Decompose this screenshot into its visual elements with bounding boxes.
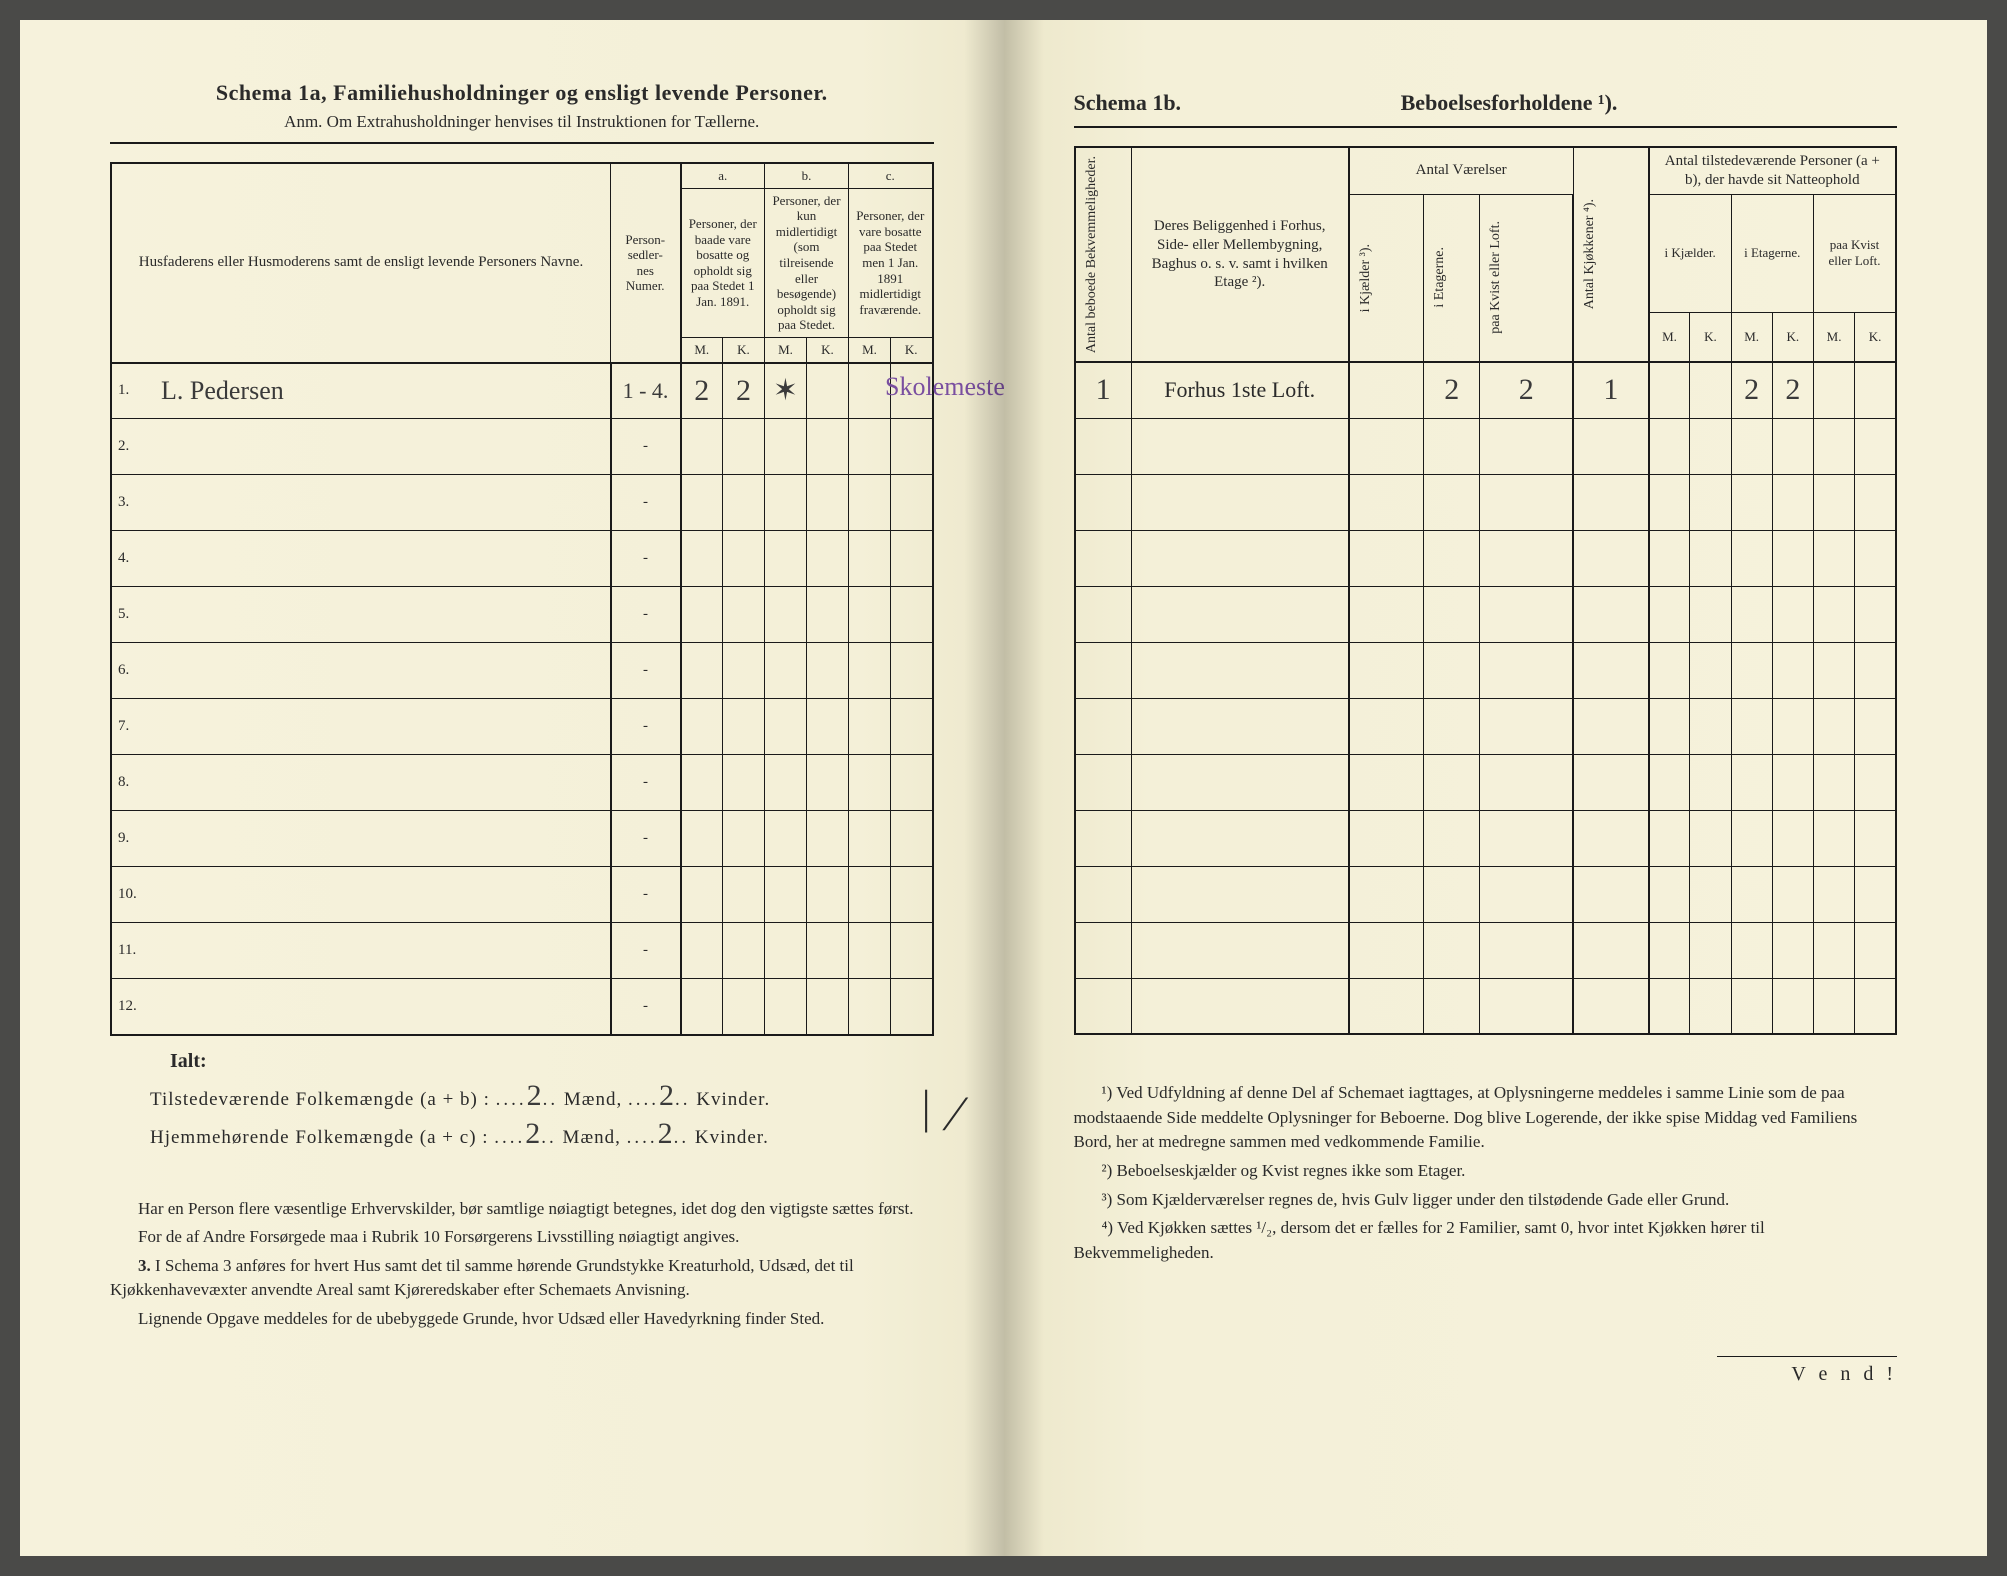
schema-1a-subtitle: Anm. Om Extrahusholdninger henvises til … <box>110 112 934 132</box>
head-kj: i Kjælder ³). <box>1356 240 1376 316</box>
cell: 2 <box>1731 362 1772 418</box>
page-spread: Schema 1a, Familiehusholdninger og ensli… <box>20 20 1987 1556</box>
col-c-text: Personer, der vare bosatte paa Stedet me… <box>849 188 933 337</box>
cell <box>1349 362 1424 418</box>
schema-1a-table: Husfaderens eller Husmoderens samt de en… <box>110 162 934 1036</box>
cell: ✶ <box>765 363 807 419</box>
row-name: L. Pedersen <box>151 363 611 419</box>
ialt-label: Ialt: <box>170 1050 934 1073</box>
head-kitchen: Antal Kjøkkener ⁴). <box>1573 147 1649 362</box>
cell <box>1649 362 1690 418</box>
sum-present: Tilstedeværende Folkemængde (a + b) : ..… <box>150 1079 934 1113</box>
mk: K. <box>723 337 765 362</box>
schema-1b-title-row: Schema 1b. Beboelsesforholdene ¹). <box>1074 90 1898 116</box>
col-b-label: b. <box>765 163 849 188</box>
cell: 2 <box>1424 362 1480 418</box>
cell: 2 <box>1480 362 1573 418</box>
mk: M. <box>681 337 723 362</box>
cell: 2 <box>1772 362 1813 418</box>
col-a-text: Personer, der baade vare bosatte og opho… <box>681 188 765 337</box>
cell <box>1855 362 1896 418</box>
mk: K. <box>891 337 933 362</box>
head-num: Person- sedler- nes Numer. <box>611 163 681 363</box>
right-page: Schema 1b. Beboelsesforholdene ¹). Antal… <box>1004 20 1988 1556</box>
head-loft: paa Kvist eller Loft. <box>1486 217 1506 338</box>
sub-loft: paa Kvist eller Loft. <box>1813 194 1896 312</box>
head-bekv: Antal beboede Bekvemmeligheder. <box>1075 147 1132 362</box>
schema-1a-title: Schema 1a, Familiehusholdninger og ensli… <box>110 80 934 106</box>
head-people: Antal tilstedeværende Personer (a + b), … <box>1649 147 1896 194</box>
left-page: Schema 1a, Familiehusholdninger og ensli… <box>20 20 1004 1556</box>
right-footnotes: ¹) Ved Udfyldning af denne Del af Schema… <box>1074 1081 1898 1265</box>
mk: M. <box>765 337 807 362</box>
vend-label: V e n d ! <box>1717 1356 1897 1386</box>
checkmark-icon: ︱⁄ <box>901 1073 959 1145</box>
cell: Skolemester <box>891 363 933 419</box>
row-num: 1. <box>111 363 151 419</box>
cell: 2 <box>681 363 723 419</box>
cell <box>1813 362 1854 418</box>
divider <box>110 142 934 144</box>
sub-et: i Etagerne. <box>1731 194 1813 312</box>
cell: 2 <box>723 363 765 419</box>
cell <box>807 363 849 419</box>
schema-1b-title: Schema 1b. <box>1074 90 1182 116</box>
row-pnum: 1 - 4. <box>611 363 681 419</box>
head-loc: Deres Beliggenhed i Forhus, Side- eller … <box>1131 147 1349 362</box>
col-a-label: a. <box>681 163 765 188</box>
table-row: 1. L. Pedersen 1 - 4. 2 2 ✶ Skolemester <box>111 363 933 419</box>
cell: 1 <box>1573 362 1649 418</box>
cell: 1 <box>1075 362 1132 418</box>
mk: K. <box>807 337 849 362</box>
mk: M. <box>849 337 891 362</box>
cell: Forhus 1ste Loft. <box>1131 362 1349 418</box>
divider <box>1074 126 1898 128</box>
head-et: i Etagerne. <box>1430 243 1450 312</box>
table-row: 1 Forhus 1ste Loft. 2 2 1 2 2 <box>1075 362 1897 418</box>
col-c-label: c. <box>849 163 933 188</box>
cell <box>1690 362 1731 418</box>
col-b-text: Personer, der kun midlertidigt (som tilr… <box>765 188 849 337</box>
schema-1b-heading: Beboelsesforholdene ¹). <box>1401 90 1618 116</box>
schema-1b-table: Antal beboede Bekvemmeligheder. Deres Be… <box>1074 146 1898 1035</box>
left-footnotes: Har en Person flere væsentlige Erhvervsk… <box>110 1197 934 1332</box>
head-rooms: Antal Værelser <box>1349 147 1573 194</box>
sub-kj: i Kjælder. <box>1649 194 1731 312</box>
sum-home: Hjemmehørende Folkemængde (a + c) : ....… <box>150 1117 934 1151</box>
head-name: Husfaderens eller Husmoderens samt de en… <box>111 163 611 363</box>
